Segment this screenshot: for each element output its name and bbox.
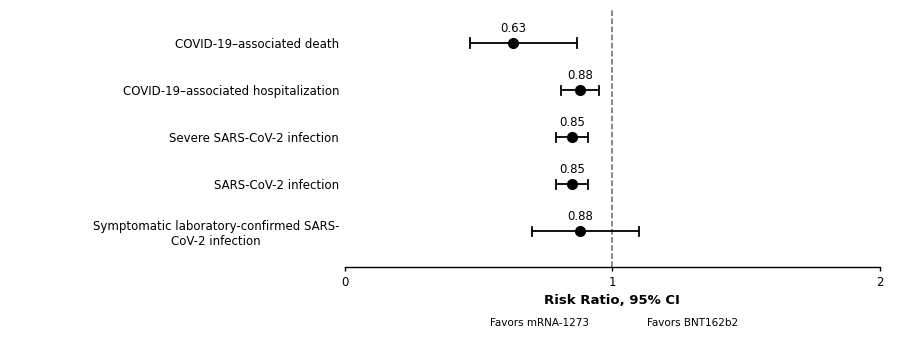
Text: 0.88: 0.88 [567,210,593,223]
Text: 0.63: 0.63 [501,22,526,35]
Text: 0.88: 0.88 [567,69,593,82]
Text: 0.85: 0.85 [559,163,585,176]
Text: Favors mRNA-1273: Favors mRNA-1273 [491,318,590,328]
X-axis label: Risk Ratio, 95% CI: Risk Ratio, 95% CI [544,294,680,307]
Text: Favors BNT162b2: Favors BNT162b2 [647,318,738,328]
Text: 0.85: 0.85 [559,116,585,129]
